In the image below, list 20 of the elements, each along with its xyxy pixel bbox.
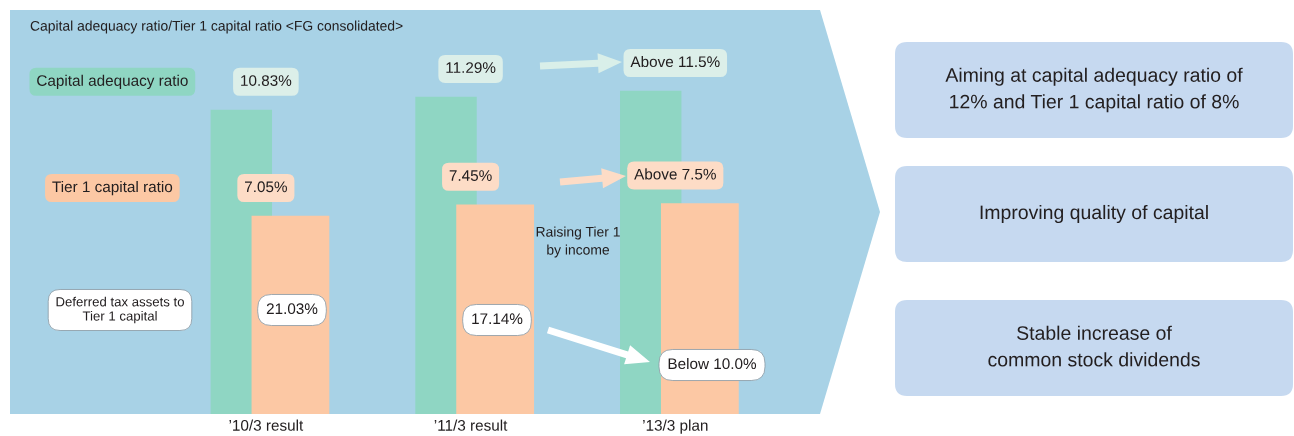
- text: Improving quality of capital: [980, 204, 1208, 224]
- text: Tier 1 capital ratio: [52, 180, 173, 196]
- annotation: Below 10.0%: [668, 357, 757, 370]
- annotation: Deferred tax assets to Tier 1 capital: [56, 296, 184, 324]
- x-tick-label: ’11/3 result: [434, 419, 508, 431]
- data-label: 11.29%: [446, 62, 496, 74]
- annotation: Raising Tier 1 by income: [536, 226, 620, 258]
- x-tick-label: ’13/3 plan: [643, 419, 708, 434]
- annotation: 21.03%: [266, 303, 318, 315]
- data-label: 7.05%: [245, 181, 287, 193]
- data-label: Above 11.5%: [630, 55, 720, 68]
- annotation: 17.14%: [472, 313, 523, 325]
- data-label: 10.83%: [241, 75, 292, 86]
- text: Capital adequacy ratio: [37, 74, 188, 89]
- chart-title: Capital adequacy ratio/Tier 1 capital ratio <FG consolidated>: [30, 20, 403, 34]
- text: Stable increase of common stock dividends: [988, 325, 1200, 367]
- data-label: 7.45%: [449, 170, 492, 181]
- data-label: Above 7.5%: [634, 168, 716, 180]
- text: Aiming at capital adequacy ratio of 12% and Tier 1 capital ratio of 8%: [945, 67, 1243, 113]
- x-tick-label: ’10/3 result: [229, 419, 304, 431]
